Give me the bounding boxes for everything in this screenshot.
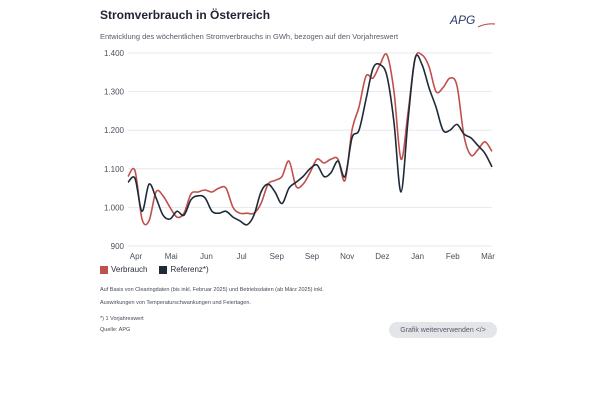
y-tick-label: 1.000 <box>104 203 125 212</box>
chart-subtitle: Entwicklung des wöchentlichen Stromverbr… <box>100 32 399 41</box>
footnote-3: *) 1 Vorjahreswert <box>100 316 144 322</box>
footnote-1: Auf Basis von Clearingdaten (bis inkl. F… <box>100 287 324 293</box>
x-tick-label: Sep <box>305 252 320 261</box>
x-tick-label: Mai <box>165 252 178 261</box>
legend-swatch-referenz <box>159 265 168 274</box>
y-axis-labels: 900 1.000 1.100 1.200 1.300 1.400 <box>104 49 125 251</box>
series-line-verbrauch <box>127 51 493 226</box>
x-tick-label: Sep <box>270 252 285 261</box>
footnote-2: Auswirkungen von Temperaturschwankungen … <box>100 300 251 306</box>
x-axis-labels: Apr Mai Jun Jul Sep Sep Nov Dez Jan Feb Mär <box>130 252 495 261</box>
x-tick-label: Nov <box>340 252 354 261</box>
x-tick-label: Mär <box>481 252 495 261</box>
legend-swatch-verbrauch <box>100 265 108 274</box>
x-tick-label: Jan <box>411 252 424 261</box>
x-tick-label: Feb <box>446 252 460 261</box>
y-tick-label: 1.400 <box>104 49 125 58</box>
y-tick-label: 1.200 <box>104 126 125 135</box>
x-tick-label: Jun <box>200 252 213 261</box>
y-tick-label: 1.300 <box>104 88 125 97</box>
x-tick-label: Dez <box>375 252 389 261</box>
grid-lines <box>128 52 492 247</box>
x-tick-label: Jul <box>236 252 246 261</box>
series-line-referenz <box>127 54 493 226</box>
logo-text: APG <box>449 13 475 27</box>
line-chart: 900 1.000 1.100 1.200 1.300 1.400 Apr Mai Jun Ju… <box>104 49 495 261</box>
legend: Verbrauch Referenz*) <box>100 265 209 274</box>
reuse-chart-button[interactable]: Grafik weiterverwenden </> <box>389 322 497 338</box>
chart-title: Stromverbrauch in Österreich <box>100 8 271 22</box>
x-tick-label: Apr <box>130 252 143 261</box>
source-note: Quelle: APG <box>100 327 131 333</box>
legend-label-verbrauch: Verbrauch <box>111 265 148 274</box>
y-tick-label: 900 <box>111 242 125 251</box>
legend-item-referenz[interactable]: Referenz*) <box>159 265 209 274</box>
legend-label-referenz: Referenz*) <box>170 265 209 274</box>
apg-logo: APG <box>449 13 496 28</box>
y-tick-label: 1.100 <box>104 165 125 174</box>
legend-item-verbrauch[interactable]: Verbrauch <box>100 265 147 274</box>
